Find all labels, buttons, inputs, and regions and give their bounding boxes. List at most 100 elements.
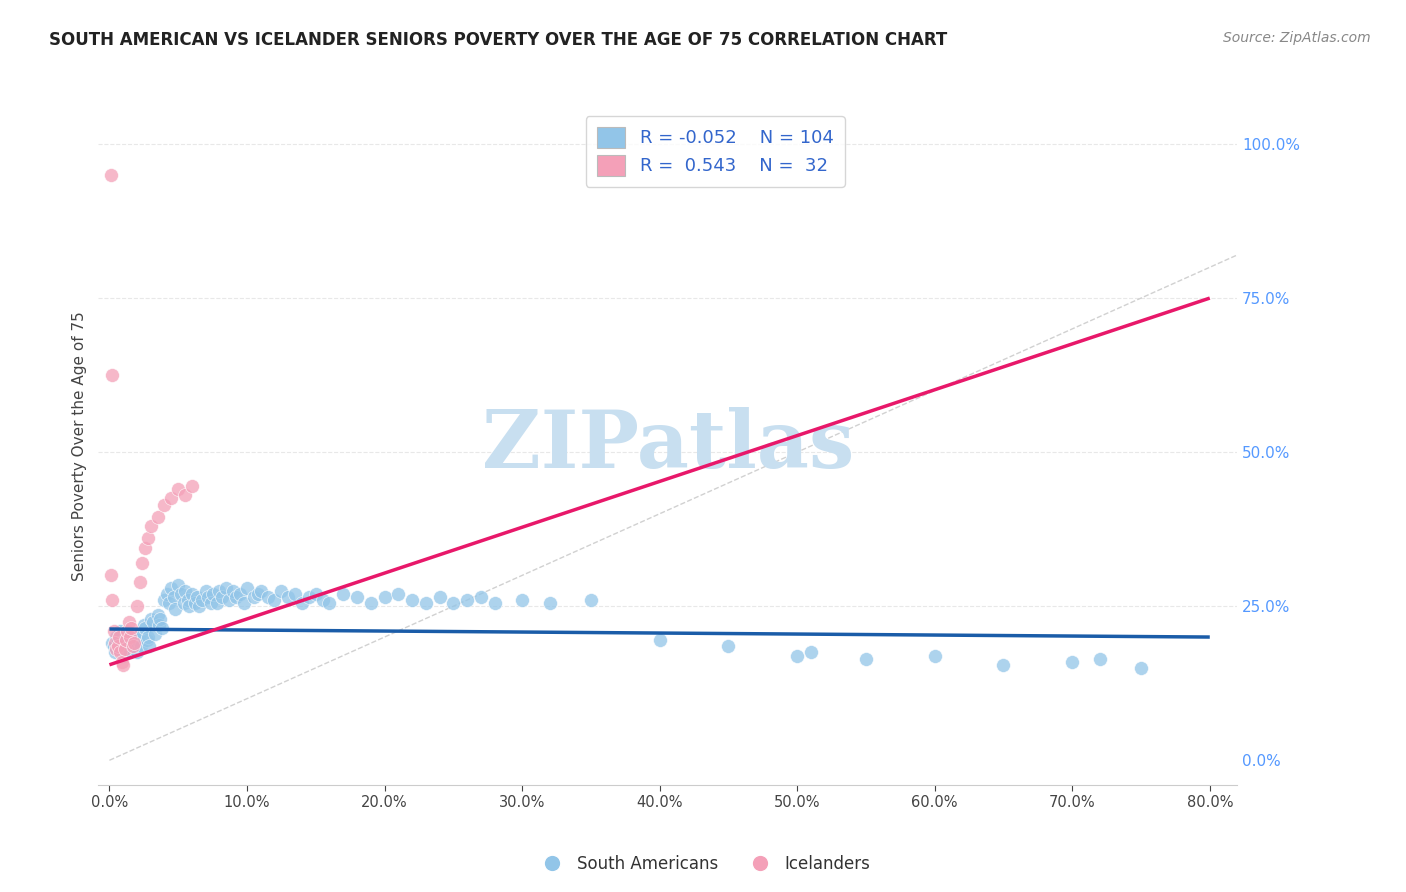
Point <box>112 657 135 672</box>
Point <box>305 587 328 601</box>
Point <box>441 596 464 610</box>
Point <box>208 583 231 598</box>
Point <box>510 593 533 607</box>
Point <box>135 633 157 648</box>
Point <box>104 645 127 659</box>
Point <box>429 590 451 604</box>
Point <box>114 642 136 657</box>
Point <box>157 596 180 610</box>
Y-axis label: Seniors Poverty Over the Age of 75: Seniors Poverty Over the Age of 75 <box>72 311 87 581</box>
Point <box>277 590 299 604</box>
Point <box>160 581 183 595</box>
Text: SOUTH AMERICAN VS ICELANDER SENIORS POVERTY OVER THE AGE OF 75 CORRELATION CHART: SOUTH AMERICAN VS ICELANDER SENIORS POVE… <box>49 31 948 49</box>
Point <box>387 587 409 601</box>
Point <box>177 593 200 607</box>
Point <box>120 630 141 644</box>
Point <box>1062 655 1084 669</box>
Point <box>174 583 197 598</box>
Point <box>229 587 252 601</box>
Point <box>263 593 285 607</box>
Point <box>373 590 395 604</box>
Point <box>114 630 136 644</box>
Point <box>165 602 187 616</box>
Point <box>648 633 671 648</box>
Point <box>120 645 141 659</box>
Point <box>181 479 204 493</box>
Point <box>129 640 152 654</box>
Legend: R = -0.052    N = 104, R =  0.543    N =  32: R = -0.052 N = 104, R = 0.543 N = 32 <box>586 116 845 186</box>
Point <box>118 640 141 654</box>
Point <box>717 640 740 654</box>
Point <box>401 593 423 607</box>
Point <box>118 615 141 629</box>
Point <box>150 621 173 635</box>
Point <box>134 541 156 555</box>
Point <box>190 593 212 607</box>
Point <box>256 590 278 604</box>
Point <box>101 593 124 607</box>
Point <box>1088 651 1111 665</box>
Point <box>243 590 266 604</box>
Text: ZIPatlas: ZIPatlas <box>482 407 853 485</box>
Point <box>101 368 124 383</box>
Point <box>179 599 201 614</box>
Point <box>105 630 128 644</box>
Text: Source: ZipAtlas.com: Source: ZipAtlas.com <box>1223 31 1371 45</box>
Point <box>456 593 478 607</box>
Point <box>139 519 162 533</box>
Point <box>225 590 247 604</box>
Point <box>120 627 142 641</box>
Point <box>579 593 602 607</box>
Point <box>249 583 271 598</box>
Point <box>246 587 269 601</box>
Point <box>103 624 125 638</box>
Point <box>100 568 122 582</box>
Point <box>146 509 169 524</box>
Point <box>107 640 129 654</box>
Point <box>127 633 149 648</box>
Point <box>128 627 150 641</box>
Point <box>124 640 146 654</box>
Point <box>139 611 162 625</box>
Point <box>110 645 132 659</box>
Point <box>121 640 143 654</box>
Point <box>108 630 131 644</box>
Point <box>167 577 190 591</box>
Point <box>205 596 228 610</box>
Point <box>122 636 145 650</box>
Point <box>201 587 224 601</box>
Point <box>187 599 209 614</box>
Point <box>122 630 145 644</box>
Point <box>153 498 176 512</box>
Point <box>107 633 129 648</box>
Point <box>332 587 354 601</box>
Legend: South Americans, Icelanders: South Americans, Icelanders <box>529 848 877 880</box>
Point <box>148 617 170 632</box>
Point <box>415 596 437 610</box>
Point <box>222 583 245 598</box>
Point <box>270 583 292 598</box>
Point <box>993 657 1015 672</box>
Point <box>194 583 217 598</box>
Point <box>1130 661 1153 675</box>
Point <box>167 482 190 496</box>
Point <box>136 532 159 546</box>
Point <box>233 596 256 610</box>
Point <box>218 593 240 607</box>
Point <box>156 587 179 601</box>
Point <box>149 611 172 625</box>
Point <box>110 624 132 638</box>
Point <box>115 633 138 648</box>
Point <box>120 621 142 635</box>
Point <box>136 630 159 644</box>
Point <box>236 581 259 595</box>
Point <box>142 615 165 629</box>
Point <box>100 168 122 182</box>
Point <box>146 608 169 623</box>
Point <box>138 640 160 654</box>
Point <box>291 596 314 610</box>
Point <box>112 648 135 663</box>
Point <box>160 491 183 506</box>
Point <box>108 642 131 657</box>
Point <box>104 636 127 650</box>
